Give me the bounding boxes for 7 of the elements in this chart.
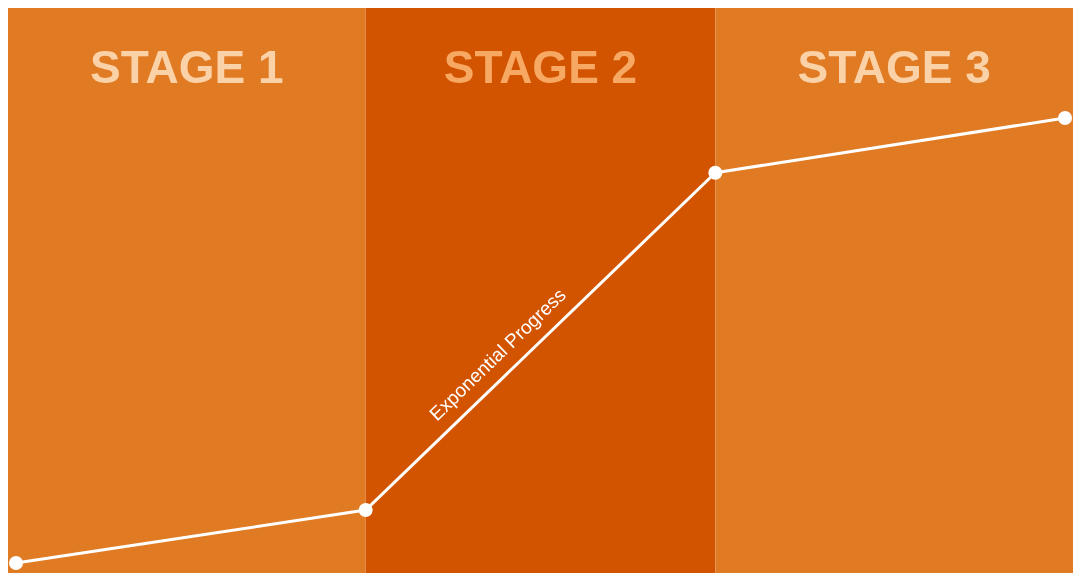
- point: [708, 165, 723, 180]
- text: STAGE 2: [443, 41, 638, 93]
- point: [358, 503, 373, 518]
- text: STAGE 3: [797, 41, 991, 93]
- point: [1058, 111, 1072, 125]
- text: STAGE 1: [90, 41, 284, 93]
- point: [9, 556, 23, 570]
